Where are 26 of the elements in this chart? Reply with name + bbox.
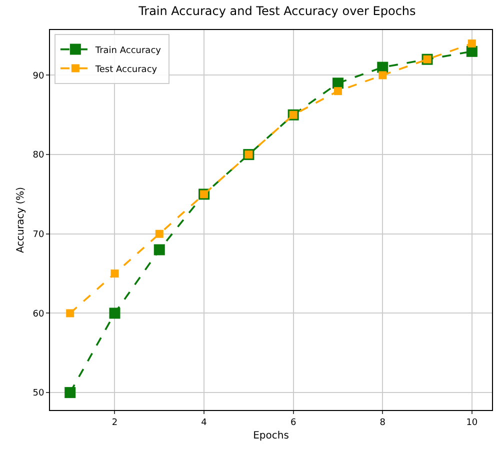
- y-tick-label: 60: [32, 309, 44, 320]
- point: [66, 309, 74, 318]
- point: [109, 308, 120, 319]
- point: [155, 230, 164, 238]
- y-tick-label: 90: [32, 71, 44, 82]
- x-tick-label: 6: [290, 418, 296, 428]
- legend-label: Test Accuracy: [94, 64, 158, 75]
- point: [332, 78, 344, 89]
- point: [378, 71, 387, 80]
- point: [468, 39, 476, 48]
- legend-label: Train Accuracy: [94, 46, 162, 56]
- x-axis-title: Epochs: [253, 430, 289, 442]
- y-tick-label: 70: [32, 230, 44, 240]
- point: [334, 87, 342, 96]
- point: [64, 387, 76, 398]
- y-tick-label: 50: [32, 388, 44, 399]
- point: [466, 46, 478, 57]
- y-axis-title: Accuracy (%): [16, 186, 27, 254]
- x-tick-label: 4: [201, 418, 208, 428]
- x-tick-label: 2: [112, 418, 118, 428]
- x-tick-label: 8: [380, 418, 386, 428]
- y-tick-label: 80: [32, 150, 44, 161]
- chart-title: Train Accuracy and Test Accuracy over Epochs: [138, 4, 416, 18]
- point: [154, 244, 165, 256]
- point: [110, 270, 119, 278]
- x-tick-label: 10: [466, 418, 478, 428]
